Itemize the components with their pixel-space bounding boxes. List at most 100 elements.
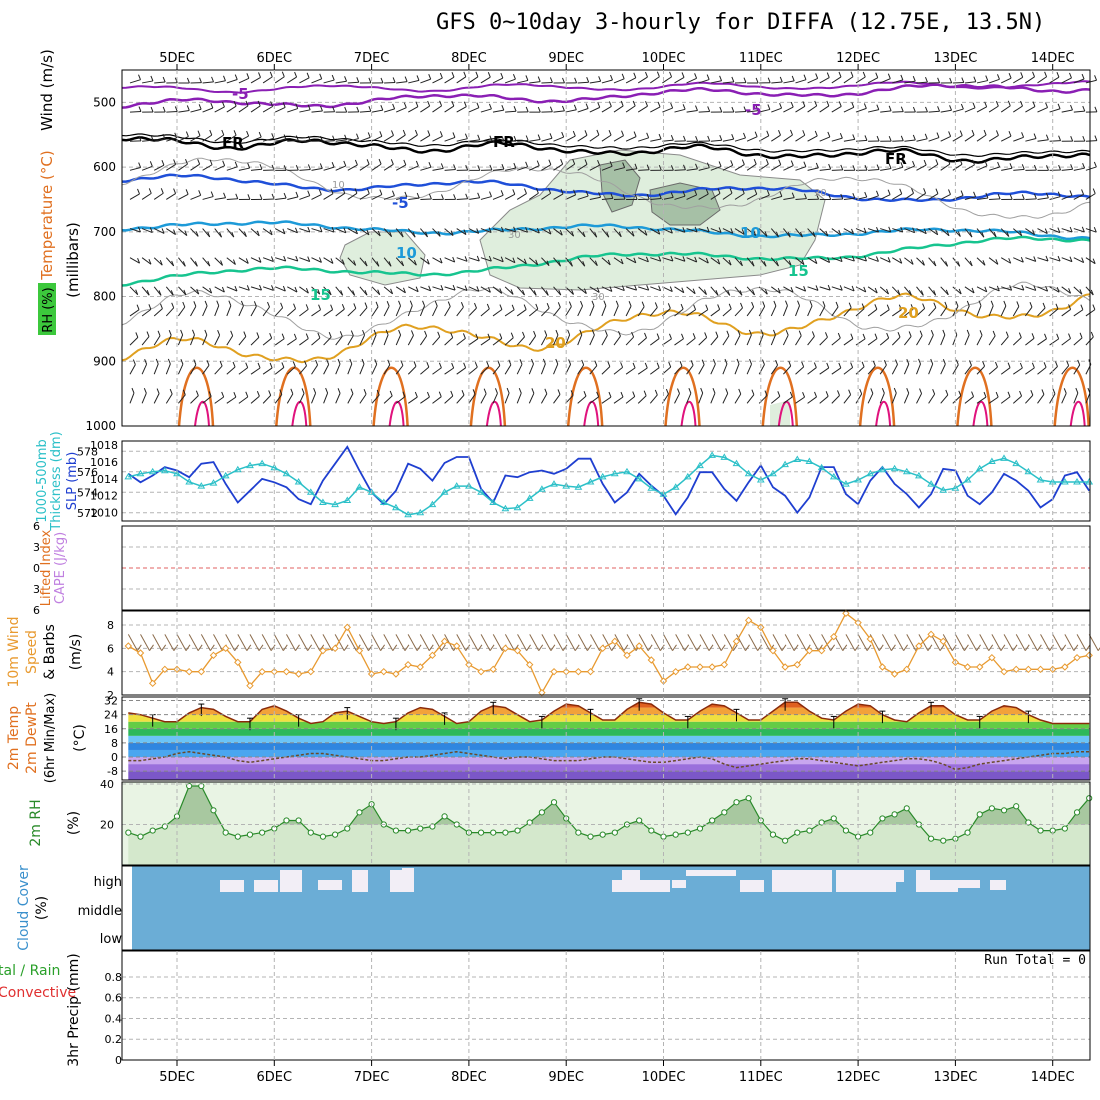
wind-barb <box>855 338 866 346</box>
rh-marker <box>769 831 777 838</box>
wind-barb-flag <box>279 389 283 395</box>
thickness-marker <box>319 498 327 505</box>
wind-barb <box>1025 138 1037 142</box>
wind-barb-flag <box>376 261 380 267</box>
rh-marker <box>745 795 752 802</box>
thickness-marker <box>975 464 984 472</box>
wind-barb-flag <box>182 389 186 395</box>
wind-barb-flag <box>415 286 419 292</box>
thickness-marker <box>136 469 145 477</box>
wind-speed-marker <box>1061 663 1069 671</box>
wind-barb <box>1012 306 1020 317</box>
wind-barb-flag <box>704 289 707 295</box>
wind-barb <box>589 228 598 238</box>
wind-barb-flag <box>462 333 466 339</box>
wind-barb-flag <box>955 301 959 307</box>
wind-barb <box>311 392 317 404</box>
wind-barb-flag <box>814 258 818 264</box>
wind-barb-flag <box>562 77 565 84</box>
wind-barb <box>359 110 371 113</box>
wind-barb-flag <box>814 391 817 398</box>
wind-barb <box>177 306 186 317</box>
wind-barb <box>456 306 464 317</box>
wind-barb <box>1073 78 1085 84</box>
wind-barb-flag <box>816 194 820 200</box>
wind-barb-flag <box>574 77 578 84</box>
temp-tick: 0 <box>111 751 118 764</box>
wind-barb <box>178 394 186 404</box>
wind-barb-flag <box>388 261 392 267</box>
wind-barb <box>928 363 934 375</box>
date-label-bottom: 13DEC <box>933 1070 977 1085</box>
wind-barb-flag <box>719 135 723 141</box>
wind-speed-marker <box>574 667 583 676</box>
wind-barb <box>468 307 477 317</box>
wind-barb-flag <box>570 390 574 396</box>
wind-barb <box>590 634 600 651</box>
wind-barb-flag <box>813 362 817 368</box>
wind-barb <box>589 106 600 113</box>
wind-barb <box>456 138 468 142</box>
wind-barb-flag <box>851 285 855 292</box>
wind-barb <box>213 634 223 651</box>
wind-barb-flag <box>258 131 262 138</box>
cloud-gap <box>916 870 930 892</box>
wind-barb-flag <box>185 158 188 165</box>
wind-barb-flag <box>753 230 757 236</box>
wind-barb <box>577 195 589 200</box>
wind-barb <box>879 257 891 263</box>
rh-marker <box>684 829 691 836</box>
contour-rh-gray <box>121 281 1091 340</box>
wind-barb <box>299 365 307 375</box>
wind-barb <box>311 364 318 375</box>
wind-barb-flag <box>631 331 635 338</box>
wind-barb <box>1025 337 1035 346</box>
wind-barb-flag <box>364 290 368 296</box>
wind-barb <box>772 634 783 651</box>
wind-barb-flag <box>488 227 492 233</box>
wind-barb <box>843 338 854 346</box>
wind-barb <box>516 336 525 346</box>
wind-barb <box>988 134 999 142</box>
wind-barb <box>226 79 238 84</box>
wind-barb-flag <box>654 389 658 396</box>
wind-barb-flag <box>234 74 238 80</box>
wind-barb-flag <box>743 77 747 83</box>
wind-barb-flag <box>757 644 763 651</box>
cloud-gap <box>280 870 302 892</box>
contour-label: 30 <box>814 188 827 199</box>
wind-barb-flag <box>574 644 580 651</box>
wind-barb-flag <box>354 159 358 166</box>
wind-barb <box>1049 108 1061 113</box>
wind-barb-flag <box>143 388 147 394</box>
wind-barb-flag <box>1007 100 1011 107</box>
wind-barb <box>904 192 914 200</box>
wind-barb-flag <box>623 644 629 651</box>
wind-barb <box>807 105 817 113</box>
wind-barb-flag <box>307 135 311 142</box>
wind-barb <box>1000 396 1011 404</box>
rh-tick: 40 <box>100 778 114 791</box>
wind-barb-flag <box>1024 644 1030 651</box>
ylabel-cape: CAPE (J/kg) <box>53 532 68 604</box>
wind-barb-flag <box>785 330 789 336</box>
wind-barb <box>359 136 371 142</box>
wind-barb-flag <box>958 288 962 295</box>
wind-barb <box>1085 79 1097 84</box>
wind-barb <box>383 286 393 295</box>
wind-barb-flag <box>253 301 257 307</box>
wind-barb <box>166 164 176 171</box>
wind-barb-flag <box>594 260 598 266</box>
wind-barb <box>1012 395 1022 404</box>
wind-barb <box>1061 365 1070 375</box>
wind-barb <box>432 167 444 171</box>
temp-band <box>128 771 1090 780</box>
wind-barb-flag <box>488 255 492 262</box>
rh-marker <box>137 833 144 840</box>
wind-barb-flag <box>325 387 329 394</box>
wind-barb <box>129 193 140 200</box>
wind-speed-marker <box>185 667 193 676</box>
wind-barb <box>238 286 250 291</box>
wind-barb-flag <box>161 644 167 651</box>
wind-barb-flag <box>1032 71 1035 78</box>
